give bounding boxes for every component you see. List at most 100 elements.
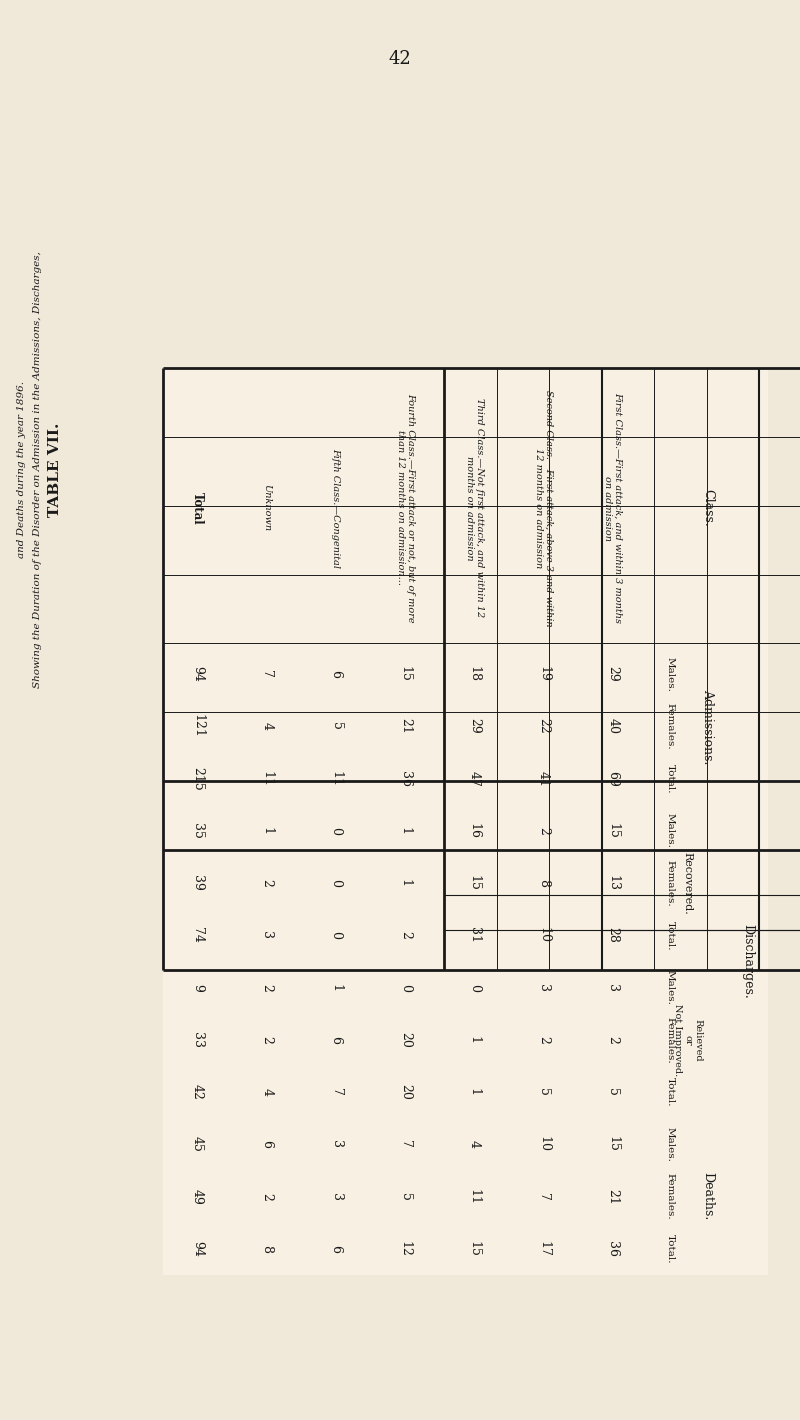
Text: 15: 15 <box>468 1241 481 1257</box>
Text: Class.: Class. <box>702 488 714 527</box>
Text: 28: 28 <box>606 927 619 943</box>
Text: 11: 11 <box>468 1189 481 1204</box>
Text: Males.: Males. <box>666 814 674 848</box>
Text: 2: 2 <box>260 1037 274 1044</box>
Text: 94: 94 <box>191 1241 204 1257</box>
Text: 15: 15 <box>468 875 481 892</box>
Text: 18: 18 <box>468 666 481 682</box>
Text: 6: 6 <box>330 670 342 679</box>
Text: 8: 8 <box>260 1245 274 1252</box>
Text: Admissions.: Admissions. <box>702 689 714 764</box>
Text: 2: 2 <box>260 1193 274 1200</box>
Text: Males.: Males. <box>666 656 674 692</box>
Text: Total.: Total. <box>666 1078 674 1106</box>
Text: 9: 9 <box>191 984 204 991</box>
Text: 4: 4 <box>468 1140 481 1149</box>
Text: 3: 3 <box>260 932 274 940</box>
Text: Total.: Total. <box>666 920 674 950</box>
Text: 41: 41 <box>537 771 550 787</box>
Text: 2: 2 <box>537 1037 550 1044</box>
Text: 94: 94 <box>191 666 204 682</box>
Text: 49: 49 <box>191 1189 204 1204</box>
Text: 21: 21 <box>398 719 412 734</box>
Text: 0: 0 <box>330 826 342 835</box>
Text: 1: 1 <box>468 1035 481 1044</box>
Polygon shape <box>163 368 768 1275</box>
Text: Recovered.: Recovered. <box>682 852 693 914</box>
Text: 47: 47 <box>468 771 481 787</box>
Text: 15: 15 <box>606 824 619 839</box>
Text: Third Class.—Not first attack, and within 12
months on admission: Third Class.—Not first attack, and withi… <box>465 399 484 618</box>
Text: 5: 5 <box>537 1088 550 1096</box>
Text: 215: 215 <box>191 767 204 791</box>
Text: 3: 3 <box>606 984 619 991</box>
Text: 36: 36 <box>398 771 412 787</box>
Text: 15: 15 <box>398 666 412 682</box>
Text: Females.: Females. <box>666 1017 674 1064</box>
Text: Fourth Class.—First attack or not, but of more
than 12 months on admission...: Fourth Class.—First attack or not, but o… <box>395 393 415 623</box>
Text: Females.: Females. <box>666 703 674 750</box>
Text: 4: 4 <box>260 1088 274 1096</box>
Text: 5: 5 <box>330 723 342 730</box>
Text: 121: 121 <box>191 714 204 738</box>
Text: 8: 8 <box>537 879 550 888</box>
Text: 0: 0 <box>330 879 342 888</box>
Text: 42: 42 <box>389 50 411 68</box>
Text: 1: 1 <box>398 879 412 888</box>
Text: 42: 42 <box>191 1085 204 1101</box>
Text: 31: 31 <box>468 927 481 943</box>
Text: 1: 1 <box>260 826 274 835</box>
Text: 29: 29 <box>606 666 619 682</box>
Text: 2: 2 <box>537 826 550 835</box>
Text: 0: 0 <box>330 932 342 940</box>
Text: 69: 69 <box>606 771 619 787</box>
Text: 4: 4 <box>260 723 274 730</box>
Text: 7: 7 <box>260 670 274 679</box>
Text: 2: 2 <box>398 932 412 939</box>
Text: 1: 1 <box>398 826 412 835</box>
Text: 1: 1 <box>330 984 342 991</box>
Text: 33: 33 <box>191 1032 204 1048</box>
Text: 5: 5 <box>606 1088 619 1096</box>
Text: Females.: Females. <box>666 861 674 906</box>
Text: 20: 20 <box>398 1085 412 1101</box>
Text: 15: 15 <box>606 1136 619 1152</box>
Text: Males.: Males. <box>666 970 674 1005</box>
Text: 6: 6 <box>330 1245 342 1252</box>
Text: 11: 11 <box>260 771 274 787</box>
Text: 2: 2 <box>260 984 274 991</box>
Text: Total.: Total. <box>666 764 674 794</box>
Text: 74: 74 <box>191 927 204 943</box>
Text: 7: 7 <box>537 1193 550 1200</box>
Text: 20: 20 <box>398 1032 412 1048</box>
Text: 40: 40 <box>606 719 619 734</box>
Text: Total.: Total. <box>666 1234 674 1264</box>
Text: 29: 29 <box>468 719 481 734</box>
Text: 16: 16 <box>468 822 481 839</box>
Text: 1: 1 <box>468 1088 481 1096</box>
Text: 2: 2 <box>606 1037 619 1044</box>
Text: Males.: Males. <box>666 1127 674 1162</box>
Text: 36: 36 <box>606 1241 619 1257</box>
Text: Discharges.: Discharges. <box>742 924 754 998</box>
Text: Fifth Class.—Congenital: Fifth Class.—Congenital <box>331 447 341 568</box>
Text: 7: 7 <box>398 1140 412 1149</box>
Text: 0: 0 <box>468 984 481 991</box>
Text: 5: 5 <box>398 1193 412 1200</box>
Text: 12: 12 <box>398 1241 412 1257</box>
Text: 13: 13 <box>606 875 619 892</box>
Text: 22: 22 <box>537 719 550 734</box>
Text: 6: 6 <box>260 1140 274 1149</box>
Text: 0: 0 <box>398 984 412 991</box>
Text: 7: 7 <box>330 1088 342 1096</box>
Text: 6: 6 <box>330 1035 342 1044</box>
Text: 3: 3 <box>330 1140 342 1149</box>
Text: 39: 39 <box>191 875 204 892</box>
Text: 35: 35 <box>191 824 204 839</box>
Text: 17: 17 <box>537 1241 550 1257</box>
Text: 2: 2 <box>260 879 274 888</box>
Text: 21: 21 <box>606 1189 619 1204</box>
Text: Females.: Females. <box>666 1173 674 1220</box>
Text: and Deaths during the year 1896.: and Deaths during the year 1896. <box>18 382 26 558</box>
Text: Total: Total <box>191 491 204 524</box>
